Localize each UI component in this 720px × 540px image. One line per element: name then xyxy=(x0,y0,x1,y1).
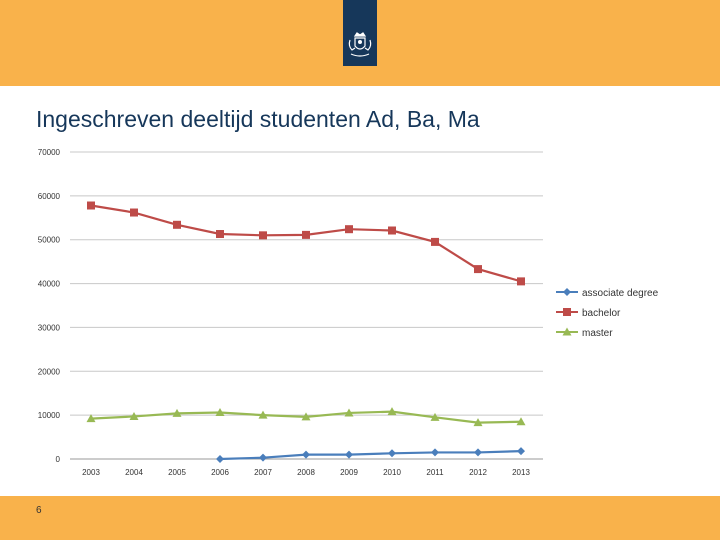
legend-label-bachelor: bachelor xyxy=(582,308,621,319)
series-line-associate-degree xyxy=(219,450,522,461)
x-tick-label: 2006 xyxy=(211,468,229,477)
data-point-master xyxy=(430,412,440,421)
data-point-master xyxy=(344,408,354,417)
data-point-bachelor xyxy=(130,208,138,217)
legend-marker-bachelor xyxy=(563,308,571,316)
line-chart: 0 10000 20000 30000 40000 50000 60000 70000 2003… xyxy=(38,148,659,477)
x-tick-label: 2009 xyxy=(340,468,358,477)
y-tick-label: 50000 xyxy=(38,236,61,245)
page-number: 6 xyxy=(36,505,42,516)
x-tick-label: 2011 xyxy=(426,468,444,477)
y-tick-label: 30000 xyxy=(38,323,61,332)
data-point-master xyxy=(301,412,311,421)
data-point-bachelor xyxy=(87,201,95,210)
data-point-associate-degree xyxy=(345,450,353,459)
y-tick-label: 0 xyxy=(56,455,61,464)
data-point-bachelor xyxy=(517,277,525,286)
data-point-master xyxy=(86,414,96,423)
x-tick-label: 2005 xyxy=(168,468,186,477)
data-point-master xyxy=(129,411,139,420)
data-point-master xyxy=(172,408,182,417)
x-tick-label: 2007 xyxy=(254,468,272,477)
x-tick-label: 2013 xyxy=(512,468,530,477)
y-tick-label: 40000 xyxy=(38,280,61,289)
y-tick-label: 70000 xyxy=(38,148,61,157)
y-tick-label: 10000 xyxy=(38,411,61,420)
data-point-master xyxy=(516,417,526,426)
bottom-band xyxy=(0,496,720,540)
data-point-bachelor xyxy=(345,225,353,234)
x-tick-label: 2012 xyxy=(469,468,487,477)
data-point-master xyxy=(387,407,397,416)
legend-label-associate-degree: associate degree xyxy=(582,288,659,299)
legend-marker-master xyxy=(562,327,572,336)
legend-marker-associate-degree xyxy=(563,288,571,296)
y-tick-label: 20000 xyxy=(38,367,61,376)
data-point-master xyxy=(215,408,225,417)
slide-title: Ingeschreven deeltijd studenten Ad, Ba, … xyxy=(36,106,480,132)
x-tick-label: 2008 xyxy=(297,468,315,477)
data-point-bachelor xyxy=(216,230,224,239)
x-tick-label: 2003 xyxy=(82,468,100,477)
data-point-associate-degree xyxy=(474,448,482,457)
x-tick-label: 2010 xyxy=(383,468,401,477)
data-point-bachelor xyxy=(173,220,181,229)
data-point-associate-degree xyxy=(259,453,267,462)
data-point-bachelor xyxy=(259,231,267,240)
data-point-bachelor xyxy=(474,265,482,274)
data-point-bachelor xyxy=(431,237,439,246)
data-point-master xyxy=(258,410,268,419)
data-point-associate-degree xyxy=(216,455,224,463)
x-tick-label: 2004 xyxy=(125,468,143,477)
data-point-associate-degree xyxy=(302,450,310,459)
logo-block xyxy=(343,0,377,66)
legend-label-master: master xyxy=(582,328,613,339)
data-point-associate-degree xyxy=(431,448,439,457)
coat-of-arms-icon xyxy=(348,32,372,57)
y-tick-label: 60000 xyxy=(38,192,61,201)
series-line-bachelor xyxy=(90,204,522,283)
data-point-bachelor xyxy=(302,230,310,239)
data-point-associate-degree xyxy=(388,449,396,458)
data-point-associate-degree xyxy=(517,447,525,456)
data-point-bachelor xyxy=(388,226,396,235)
data-point-master xyxy=(473,418,483,427)
